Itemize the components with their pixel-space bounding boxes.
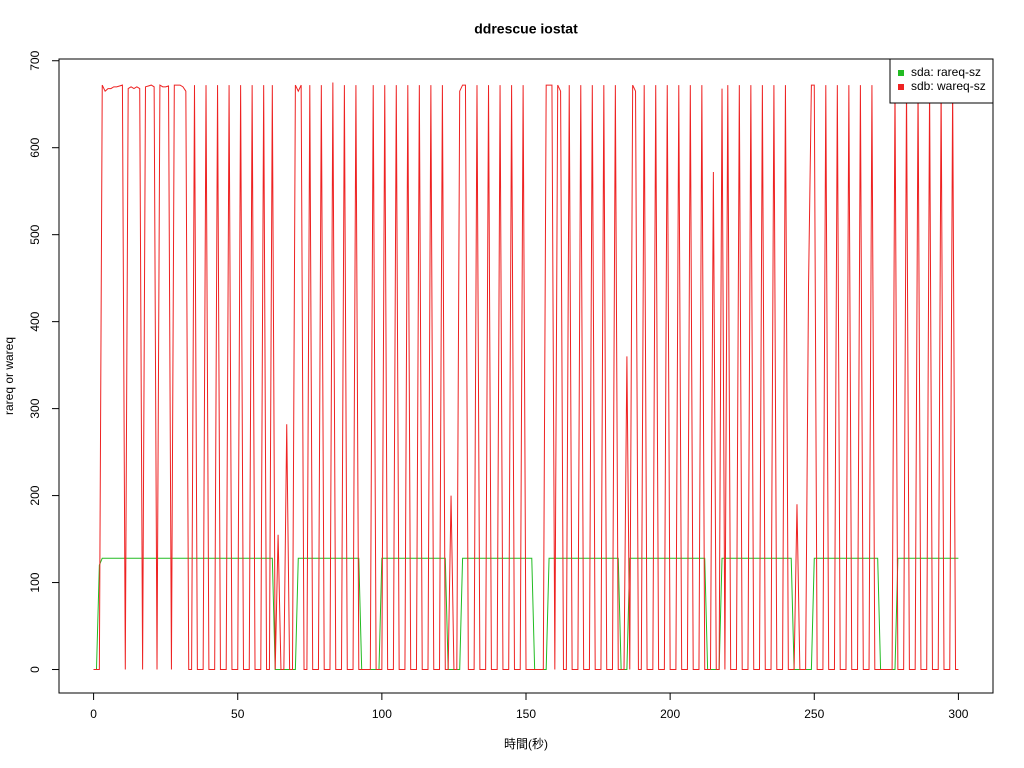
series-line: [93, 82, 959, 671]
x-tick-label: 150: [516, 707, 536, 721]
y-tick-label: 200: [28, 485, 42, 505]
y-tick-label: 0: [28, 666, 42, 673]
x-tick-label: 200: [660, 707, 680, 721]
x-tick-label: 250: [804, 707, 824, 721]
legend-box: [889, 58, 994, 104]
legend-label: sda: rareq-sz: [911, 65, 981, 79]
chart-title: ddrescue iostat: [474, 21, 578, 37]
series-line: [93, 557, 959, 671]
y-tick-label: 400: [28, 311, 42, 331]
x-tick-label: 100: [372, 707, 392, 721]
y-tick-label: 100: [28, 572, 42, 592]
y-axis-label: rareq or wareq: [2, 337, 16, 415]
x-tick-label: 0: [90, 707, 97, 721]
x-tick-label: 300: [948, 707, 968, 721]
y-tick-label: 600: [28, 137, 42, 157]
legend-swatch: [898, 84, 904, 90]
y-tick-label: 500: [28, 224, 42, 244]
y-tick-label: 700: [28, 50, 42, 70]
x-tick-label: 50: [231, 707, 245, 721]
legend-label: sdb: wareq-sz: [911, 79, 986, 93]
x-axis-label: 時間(秒): [504, 737, 548, 751]
legend-swatch: [898, 70, 904, 76]
y-tick-label: 300: [28, 398, 42, 418]
